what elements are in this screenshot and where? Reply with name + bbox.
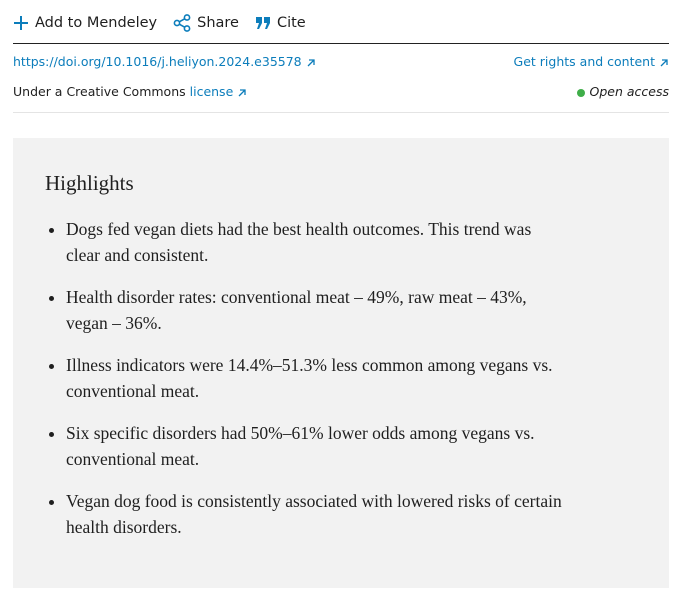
license-row: Under a Creative Commons license Open ac… bbox=[13, 84, 669, 99]
divider bbox=[13, 112, 669, 113]
share-label: Share bbox=[197, 15, 239, 31]
open-access-label: Open access bbox=[589, 84, 669, 99]
highlight-item: Illness indicators were 14.4%–51.3% less… bbox=[66, 352, 566, 404]
share-icon bbox=[173, 14, 191, 32]
highlights-title: Highlights bbox=[45, 171, 134, 195]
rights-link[interactable]: Get rights and content bbox=[513, 54, 656, 69]
license-link[interactable]: license bbox=[189, 84, 234, 99]
external-icon bbox=[660, 58, 668, 66]
highlights-box: Highlights Dogs fed vegan diets had the … bbox=[13, 138, 669, 588]
toolbar: Add to Mendeley Share Cite bbox=[13, 10, 306, 36]
external-icon bbox=[307, 58, 315, 66]
share-button[interactable]: Share bbox=[173, 14, 239, 32]
highlight-item: Dogs fed vegan diets had the best health… bbox=[66, 216, 566, 268]
cite-button[interactable]: Cite bbox=[255, 15, 306, 31]
cite-label: Cite bbox=[276, 15, 306, 31]
highlight-item: Health disorder rates: conventional meat… bbox=[66, 284, 566, 336]
highlight-item: Vegan dog food is consistently associate… bbox=[66, 488, 566, 540]
external-icon bbox=[238, 88, 246, 96]
highlight-item: Six specific disorders had 50%–61% lower… bbox=[66, 420, 566, 472]
add-to-mendeley-button[interactable]: Add to Mendeley bbox=[13, 15, 157, 31]
quote-icon bbox=[255, 17, 270, 29]
open-access-dot bbox=[576, 88, 585, 97]
doi-link[interactable]: https://doi.org/10.1016/j.heliyon.2024.e… bbox=[13, 54, 302, 69]
license-prefix: Under a Creative Commons bbox=[13, 84, 186, 99]
highlights-list: Dogs fed vegan diets had the best health… bbox=[45, 216, 566, 556]
add-label: Add to Mendeley bbox=[35, 15, 158, 31]
divider bbox=[13, 43, 669, 44]
plus-icon bbox=[14, 16, 28, 30]
link-row: https://doi.org/10.1016/j.heliyon.2024.e… bbox=[13, 54, 669, 69]
